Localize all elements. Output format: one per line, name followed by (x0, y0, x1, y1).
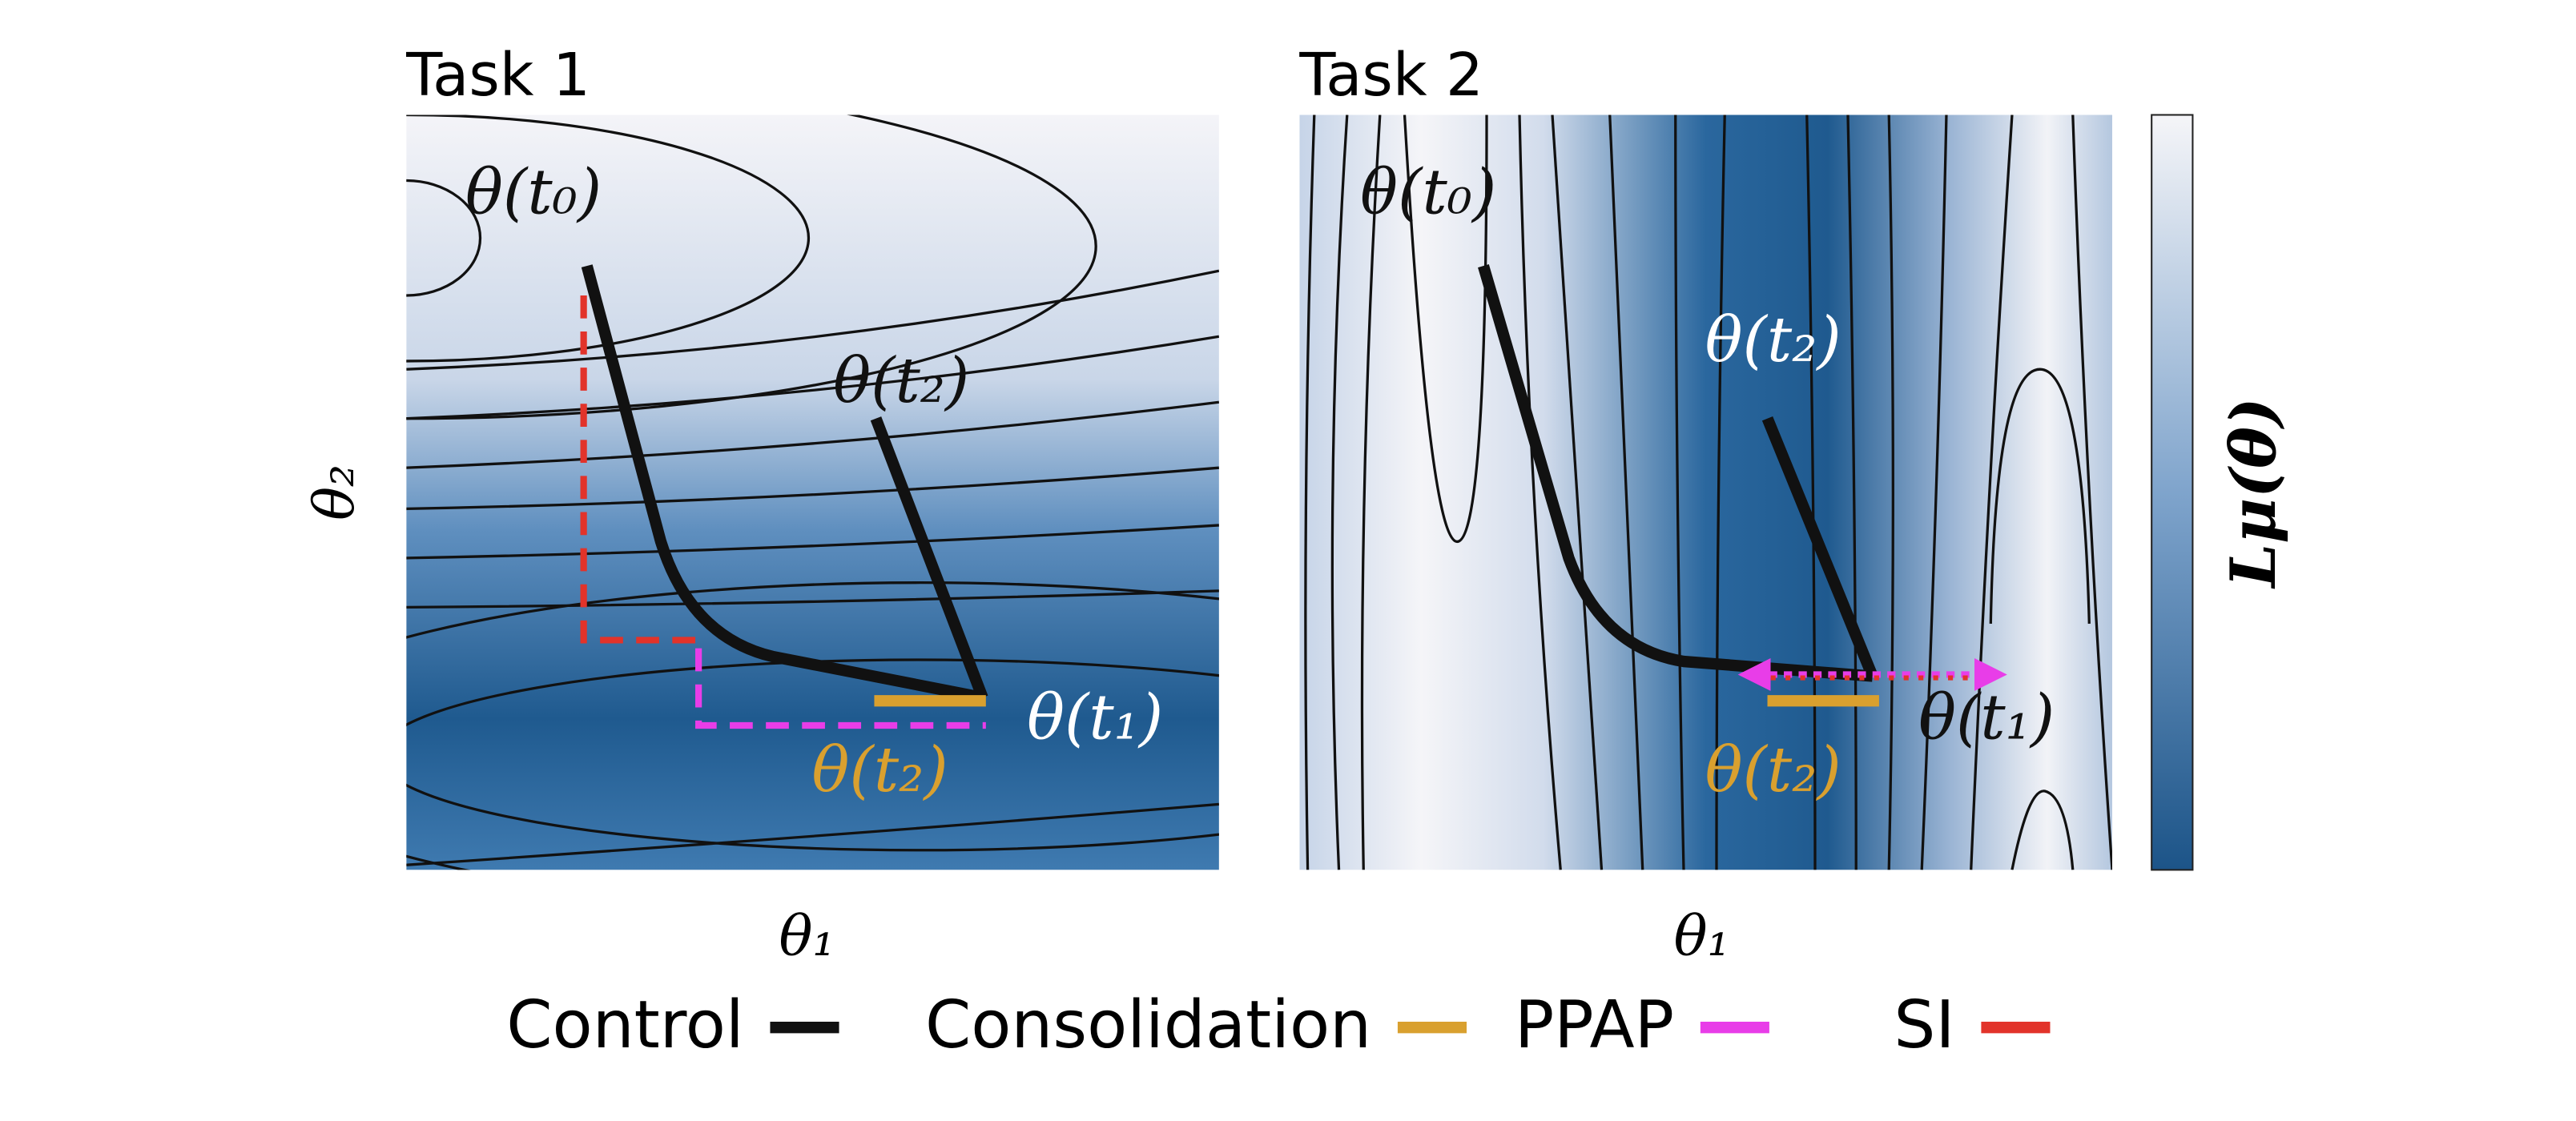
colorbar (2151, 114, 2194, 871)
colorbar-label: Lμ(θ) (2217, 397, 2290, 589)
label-t2: θ(t₂) (1705, 304, 1841, 376)
contour-plot (1299, 115, 2112, 870)
si-path (580, 295, 699, 644)
x-axis-label: θ₁ (1674, 904, 1730, 969)
label-t0: θ(t₀) (1360, 156, 1496, 228)
legend-label: Control (506, 987, 743, 1063)
control-path (581, 264, 988, 704)
label-t0: θ(t₀) (465, 156, 602, 228)
label-t2: θ(t₂) (833, 345, 969, 417)
label-consolidation: θ(t₂) (1705, 734, 1841, 806)
legend-label: PPAP (1515, 987, 1674, 1063)
panel-title: Task 2 (1298, 42, 1483, 110)
label-consolidation: θ(t₂) (812, 734, 948, 806)
control-path (1478, 264, 1878, 682)
label-t1: θ(t₁) (1918, 681, 2055, 753)
y-axis-label: θ₂ (303, 464, 368, 520)
legend-label: Consolidation (925, 987, 1371, 1063)
ppap-path (695, 648, 986, 729)
contour-plot (406, 115, 1219, 870)
panel-title: Task 1 (405, 42, 590, 110)
label-t1: θ(t₁) (1027, 681, 1163, 753)
x-axis-label: θ₁ (779, 904, 835, 969)
legend-label: SI (1894, 987, 1954, 1063)
legend: Control Consolidation PPAP SI (506, 987, 2051, 1063)
